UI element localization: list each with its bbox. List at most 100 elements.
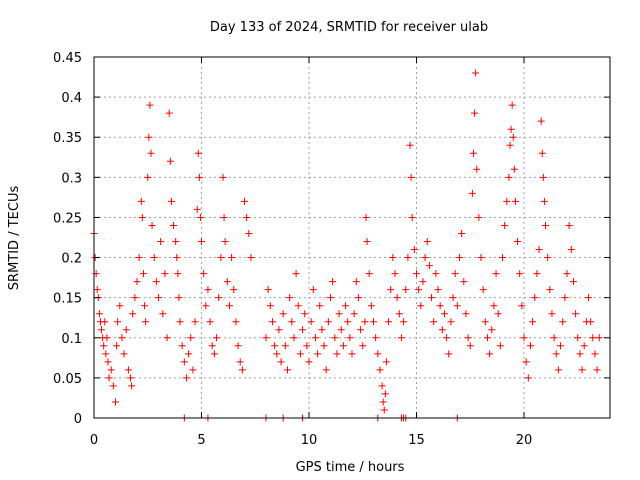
data-point — [113, 342, 121, 350]
data-point — [198, 238, 205, 246]
data-point — [301, 310, 309, 318]
data-point — [150, 254, 158, 262]
y-tick-label: 0.15 — [53, 292, 82, 307]
data-point — [279, 310, 287, 318]
data-point — [129, 310, 137, 318]
data-point — [410, 246, 418, 254]
data-point — [307, 318, 315, 326]
data-point — [329, 278, 337, 286]
data-point — [213, 334, 221, 342]
data-point — [531, 294, 539, 302]
data-point — [524, 374, 532, 382]
data-point — [486, 350, 494, 358]
data-point — [152, 278, 160, 286]
data-point — [335, 310, 343, 318]
data-point — [447, 318, 455, 326]
data-point — [434, 286, 442, 294]
data-point — [395, 310, 403, 318]
data-point — [172, 238, 180, 246]
data-point — [161, 270, 169, 278]
data-point — [346, 334, 354, 342]
data-point — [275, 326, 283, 334]
data-point — [546, 286, 554, 294]
data-point — [163, 334, 171, 342]
data-point — [124, 366, 132, 374]
data-point — [379, 398, 387, 406]
data-point — [128, 382, 136, 390]
data-point — [234, 342, 242, 350]
data-point — [402, 286, 410, 294]
data-point — [565, 221, 573, 229]
data-point — [462, 310, 470, 318]
data-point — [296, 350, 304, 358]
data-point — [548, 310, 556, 318]
data-point — [376, 366, 384, 374]
data-point — [501, 221, 509, 229]
data-point — [320, 342, 328, 350]
data-point — [333, 350, 341, 358]
data-point — [354, 294, 362, 302]
data-point — [507, 125, 515, 133]
data-point — [145, 133, 153, 141]
data-point — [286, 294, 294, 302]
data-point — [175, 294, 183, 302]
data-point — [309, 286, 317, 294]
data-point — [204, 286, 212, 294]
data-point — [488, 326, 496, 334]
data-point — [318, 326, 326, 334]
data-point — [425, 262, 433, 270]
data-point — [144, 173, 152, 181]
data-point — [492, 270, 500, 278]
data-point — [561, 294, 569, 302]
x-tick-label: 20 — [516, 433, 533, 448]
data-point — [381, 390, 389, 398]
data-point — [159, 310, 167, 318]
data-point — [359, 342, 367, 350]
data-point — [415, 286, 423, 294]
data-point — [508, 101, 516, 109]
data-point — [557, 342, 565, 350]
y-tick-label: 0.45 — [53, 51, 82, 66]
data-point — [408, 213, 416, 221]
data-point — [104, 358, 112, 366]
data-point — [585, 294, 592, 302]
data-point — [210, 350, 218, 358]
data-point — [477, 254, 485, 262]
y-tick-label: 0.25 — [53, 211, 82, 226]
y-axis-label: SRMTID / TECUs — [7, 186, 22, 291]
data-point — [200, 270, 208, 278]
data-point — [225, 302, 233, 310]
data-point — [533, 270, 541, 278]
data-point — [506, 141, 514, 149]
data-point — [540, 197, 548, 205]
y-tick-label: 0.1 — [61, 332, 82, 347]
data-point — [505, 173, 513, 181]
data-point — [273, 350, 281, 358]
data-point — [311, 334, 319, 342]
data-point — [382, 358, 390, 366]
data-point — [503, 197, 511, 205]
data-point — [266, 302, 274, 310]
data-point — [544, 254, 552, 262]
data-point — [147, 149, 155, 157]
data-point — [460, 278, 468, 286]
data-point — [167, 197, 175, 205]
x-tick-label: 0 — [90, 433, 98, 448]
data-point — [496, 342, 504, 350]
data-point — [464, 334, 472, 342]
data-point — [514, 238, 522, 246]
data-point — [182, 374, 190, 382]
x-tick-label: 15 — [408, 433, 425, 448]
data-point — [118, 334, 126, 342]
data-point — [342, 302, 350, 310]
data-point — [95, 310, 103, 318]
data-point — [236, 358, 244, 366]
data-point — [466, 342, 474, 350]
data-point — [367, 302, 375, 310]
data-point — [453, 302, 461, 310]
data-point — [93, 286, 101, 294]
data-point — [271, 342, 279, 350]
data-point — [196, 213, 204, 221]
data-point — [421, 254, 429, 262]
